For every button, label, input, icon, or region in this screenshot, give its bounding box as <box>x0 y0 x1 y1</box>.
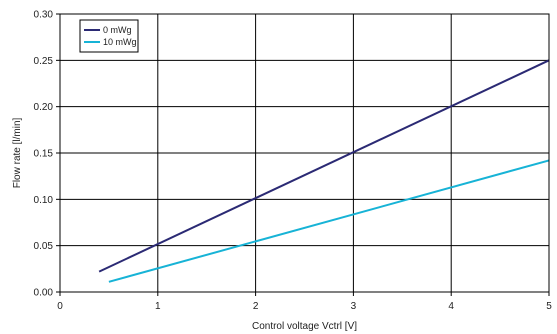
x-tick-label: 1 <box>155 301 161 312</box>
x-tick-label: 4 <box>448 301 454 312</box>
y-tick-label: 0.05 <box>34 241 54 252</box>
series-lines <box>98 59 550 283</box>
plot-frame <box>59 13 550 293</box>
x-tick-label: 0 <box>57 301 63 312</box>
y-tick-label: 0.20 <box>34 102 54 113</box>
legend: 0 mWg 10 mWg <box>79 19 139 53</box>
legend-box <box>79 19 139 53</box>
y-tick-label: 0.15 <box>34 149 54 160</box>
y-tick-label: 0.25 <box>34 56 54 67</box>
y-axis-title: Flow rate [l/min] <box>12 117 23 188</box>
x-axis-title: Control voltage Vctrl [V] <box>252 321 357 332</box>
legend-label-2: 10 mWg <box>103 37 137 47</box>
y-tick-label: 0.10 <box>34 195 54 206</box>
series-line-2 <box>108 159 550 283</box>
x-tick-label: 5 <box>546 301 552 312</box>
x-axis-ticks: 0 1 2 3 4 5 <box>57 292 552 312</box>
x-tick-label: 3 <box>351 301 357 312</box>
series-line-1 <box>98 59 550 273</box>
legend-label-1: 0 mWg <box>103 25 132 35</box>
x-tick-label: 2 <box>253 301 259 312</box>
y-tick-label: 0.30 <box>34 10 54 21</box>
y-axis-ticks: 0.00 0.05 0.10 0.15 0.20 0.25 0.30 <box>34 10 60 299</box>
y-tick-label: 0.00 <box>34 288 54 299</box>
